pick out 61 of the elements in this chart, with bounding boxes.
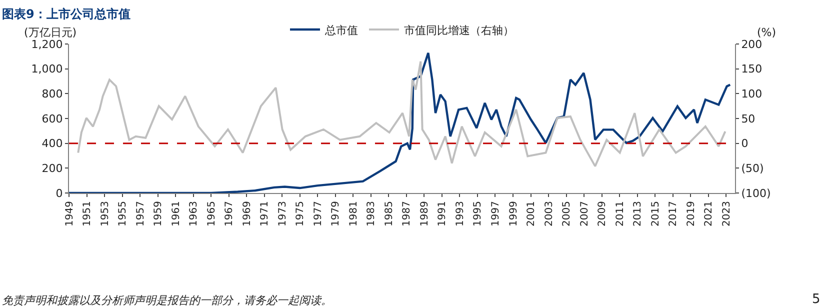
x-tick-label: 1979 (330, 201, 342, 226)
x-tick-label: 1949 (64, 201, 76, 226)
x-tick-label: 2015 (650, 201, 662, 226)
y2-tick-label: (50) (741, 162, 764, 176)
x-tick-label: 2013 (632, 201, 644, 226)
y-tick-label: 800 (42, 88, 63, 101)
y-tick-label: 400 (42, 137, 63, 150)
x-tick-label: 2009 (597, 201, 608, 226)
x-tick-label: 1967 (224, 201, 236, 226)
x-tick-label: 1997 (490, 201, 502, 226)
text: 免责声明和披露以及分析师声明是报告的一部分，请务必一起阅读。 (2, 294, 332, 307)
y2-tick-label: 0 (741, 137, 748, 150)
x-tick-label: 1973 (277, 201, 288, 226)
y-tick-label: 1,000 (31, 62, 63, 76)
x-tick-label: 2023 (721, 201, 732, 226)
y-tick-label: 600 (42, 112, 63, 126)
legend-label: 总市值 (324, 24, 358, 37)
y-tick-label: 0 (56, 186, 63, 200)
x-tick-label: 1995 (472, 201, 484, 226)
x-tick-label: 1965 (206, 201, 218, 226)
y-tick-label: 1,200 (31, 38, 63, 51)
x-tick-label: 2011 (614, 201, 626, 226)
x-tick-label: 1999 (508, 201, 520, 226)
x-tick-label: 1993 (454, 201, 466, 226)
y2-axis-title: (%) (757, 26, 776, 39)
chart-title: 图表9：上市公司总市值 (2, 7, 130, 21)
x-tick-label: 2001 (526, 201, 538, 226)
x-tick-label: 2005 (562, 201, 573, 226)
y2-tick-label: 100 (741, 88, 762, 101)
x-tick-label: 1977 (312, 201, 324, 226)
legend-label: 市值同比增速（右轴） (404, 24, 514, 37)
x-tick-label: 1971 (260, 201, 271, 226)
x-tick-label: 1991 (437, 201, 448, 226)
x-tick-label: 1959 (153, 201, 164, 226)
x-tick-label: 1963 (188, 201, 200, 226)
line-series (69, 52, 732, 193)
x-tick-label: 1957 (135, 201, 146, 226)
x-tick-label: 2017 (668, 201, 680, 226)
line-series (77, 60, 726, 168)
y2-tick-label: 50 (741, 112, 756, 126)
x-tick-label: 2019 (686, 201, 697, 226)
y-tick-label: 200 (42, 162, 63, 176)
x-tick-label: 1953 (100, 201, 111, 226)
x-tick-label: 1955 (118, 201, 129, 226)
x-tick-label: 1969 (242, 201, 253, 226)
x-tick-label: 2007 (579, 201, 590, 226)
x-tick-label: 1985 (384, 201, 395, 226)
x-tick-label: 2003 (544, 201, 555, 226)
x-tick-label: 1989 (419, 201, 430, 226)
text: 5 (812, 292, 820, 307)
x-tick-label: 1951 (82, 201, 94, 226)
x-tick-label: 2021 (704, 201, 715, 226)
y2-tick-label: 150 (741, 62, 762, 76)
x-tick-label: 1961 (170, 201, 182, 226)
x-tick-label: 1987 (402, 201, 413, 226)
y2-tick-label: 200 (741, 38, 762, 51)
y2-tick-label: (100) (741, 186, 771, 200)
x-tick-label: 1983 (366, 201, 378, 226)
x-tick-label: 1975 (295, 201, 306, 226)
x-tick-label: 1981 (348, 201, 360, 226)
y-axis-title: (万亿日元) (24, 26, 77, 39)
